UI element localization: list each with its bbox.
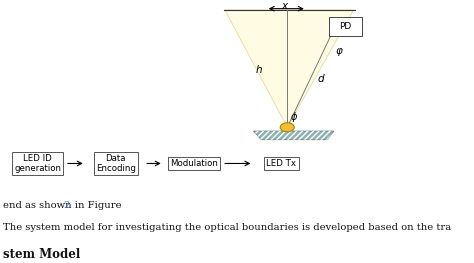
Text: φ: φ (336, 46, 343, 56)
Text: end as shown in Figure: end as shown in Figure (3, 201, 124, 210)
Text: h: h (255, 65, 262, 75)
Text: LED ID
generation: LED ID generation (14, 154, 61, 173)
Polygon shape (225, 10, 354, 127)
Text: 2: 2 (64, 201, 70, 210)
Text: The system model for investigating the optical boundaries is developed based on : The system model for investigating the o… (3, 223, 451, 232)
Text: x: x (282, 1, 288, 11)
Text: Modulation: Modulation (170, 159, 218, 168)
Text: Data
Encoding: Data Encoding (96, 154, 136, 173)
Circle shape (280, 123, 294, 132)
Text: stem Model: stem Model (3, 248, 80, 261)
Polygon shape (253, 131, 334, 140)
FancyBboxPatch shape (329, 17, 362, 36)
Text: d: d (317, 74, 324, 84)
Text: LED Tx: LED Tx (266, 159, 296, 168)
Text: PD: PD (339, 22, 352, 31)
Text: ϕ: ϕ (291, 112, 297, 122)
